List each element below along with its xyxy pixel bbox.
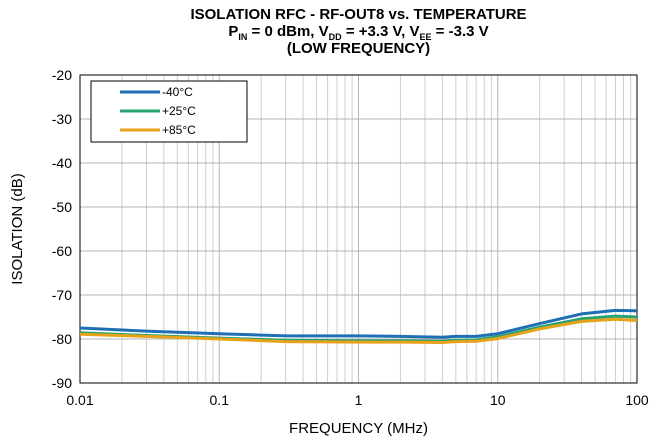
x-tick-label: 10 [490, 392, 506, 408]
title-vdd-subscript: DD [328, 32, 342, 42]
legend-label: +25°C [162, 104, 196, 118]
plot-frame [79, 74, 638, 384]
series-layer [79, 308, 638, 344]
title-pin-label: P [228, 23, 239, 40]
x-axis-title: FREQUENCY (MHz) [289, 420, 428, 437]
title-line-1: ISOLATION RFC - RF-OUT8 vs. TEMPERATURE [190, 6, 527, 23]
y-axis-title: ISOLATION (dB) [9, 173, 26, 284]
y-tick-label: -30 [52, 111, 72, 127]
x-tick-label: 0.01 [66, 392, 93, 408]
title-line-3: (LOW FREQUENCY) [286, 40, 431, 57]
title-pin-text: = 0 dBm, V [247, 23, 329, 40]
legend: -40°C +25°C +85°C [90, 80, 248, 143]
chart-title: ISOLATION RFC - RF-OUT8 vs. TEMPERATURE … [80, 6, 637, 57]
ticks-layer: 0.01 0.1 1 10 100 -20 -30 -40 -50 -60 -70 -80 -90 [52, 67, 649, 408]
title-vee-text: = -3.3 V [431, 23, 489, 40]
title-vdd-text: = +3.3 V, V [341, 23, 420, 40]
title-line-2: PIN = 0 dBm, VDD = +3.3 V, VEE = -3.3 V [80, 23, 637, 42]
x-tick-label: 1 [355, 392, 363, 408]
y-tick-label: -70 [52, 287, 72, 303]
series-line [79, 317, 638, 344]
y-tick-label: -40 [52, 155, 72, 171]
title-vee-subscript: EE [419, 32, 432, 42]
x-tick-label: 0.1 [210, 392, 230, 408]
y-tick-label: -80 [52, 331, 72, 347]
y-tick-label: -60 [52, 243, 72, 259]
y-tick-label: -90 [52, 375, 72, 391]
legend-box [90, 80, 248, 143]
y-tick-label: -50 [52, 199, 72, 215]
x-tick-label: 100 [625, 392, 649, 408]
series-line [79, 308, 638, 339]
title-pin-subscript: IN [238, 32, 248, 42]
legend-label: +85°C [162, 123, 196, 137]
legend-label: -40°C [162, 85, 193, 99]
y-tick-label: -20 [52, 67, 72, 83]
